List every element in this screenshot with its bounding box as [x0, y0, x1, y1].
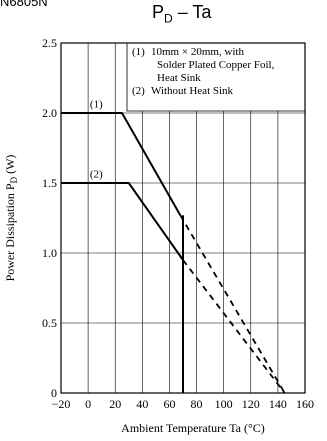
series-1-dashed-line: [179, 214, 286, 394]
y-tick-label: 0: [51, 386, 57, 400]
chart-title: PD – Ta: [0, 2, 327, 26]
x-tick-label: 0: [85, 397, 91, 411]
legend-entry-1-tag: (1): [132, 46, 145, 58]
series-1-solid-line: [61, 112, 182, 216]
x-tick-label: −20: [52, 397, 71, 411]
x-tick-label: 20: [109, 397, 121, 411]
title-subscript: D: [164, 11, 173, 26]
legend-entry-1-text: Heat Sink: [157, 72, 201, 84]
y-axis-label: Power Dissipation PD (W): [3, 155, 19, 282]
x-tick-label: 140: [269, 397, 287, 411]
title-main: P: [152, 2, 165, 22]
x-tick-label: 120: [242, 397, 260, 411]
x-tick-label: 60: [163, 397, 175, 411]
series-2-solid-line: [61, 182, 184, 261]
legend-entry-1-text: Solder Plated Copper Foil,: [157, 59, 275, 71]
y-tick-label: 0.5: [42, 316, 57, 330]
series-lines: (1) (2): [61, 98, 286, 394]
curve-label-1: (1): [90, 98, 103, 110]
x-tick-label: 80: [191, 397, 203, 411]
series-2-dashed-line: [182, 259, 286, 394]
y-tick-label: 1.0: [42, 246, 57, 260]
plot-frame: [60, 42, 306, 394]
x-tick-label: 100: [215, 397, 233, 411]
document-fragment-text: N6805N: [0, 0, 48, 9]
legend-entry-2-text: Without Heat Sink: [151, 85, 234, 97]
x-tick-label: 40: [136, 397, 148, 411]
title-rest: – Ta: [172, 2, 212, 22]
x-axis-label: Ambient Temperature Ta (°C): [121, 421, 265, 435]
y-tick-label: 2.0: [42, 106, 57, 120]
x-tick-label: 160: [296, 397, 314, 411]
y-tick-label: 2.5: [42, 36, 57, 50]
legend-entry-2-tag: (2): [132, 85, 145, 97]
legend-entry-1-text: 10mm × 20mm, with: [151, 46, 244, 58]
y-tick-label: 1.5: [42, 176, 57, 190]
curve-label-2: (2): [90, 168, 103, 180]
